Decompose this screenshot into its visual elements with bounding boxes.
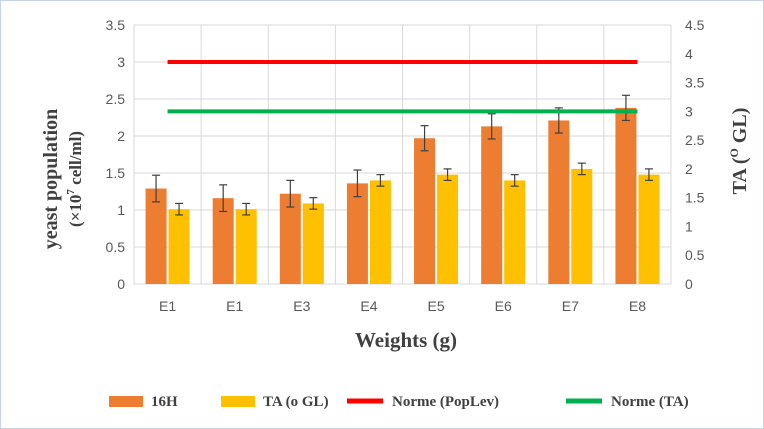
x-tick-label: E6 xyxy=(495,298,512,314)
bars xyxy=(145,94,660,285)
x-tick-label: E1 xyxy=(226,298,243,314)
y-left-tick-label: 1.5 xyxy=(106,165,126,181)
tick-labels: 0 0.5 1 1.5 2 2.5 3 3.5 0 0.5 1 1.5 2 2.5 3 3.5 4 4.5 E1 E1… xyxy=(106,17,705,314)
bar-ta xyxy=(638,174,660,284)
bar-16h xyxy=(615,107,637,284)
bar-16h xyxy=(212,198,234,284)
y-axis-right-title: TA (O GL) xyxy=(727,108,751,195)
legend-label-norme-ta: Norme (TA) xyxy=(611,394,689,410)
bar-16h xyxy=(279,193,301,284)
bar-ta xyxy=(437,174,459,284)
bar-ta xyxy=(504,180,526,284)
bar-ta xyxy=(235,209,257,284)
y-axis-left-title-unit: (×107 cell/ml) xyxy=(65,131,85,227)
bar-16h xyxy=(481,126,503,284)
bar-ta xyxy=(168,209,190,284)
y-left-tick-label: 0 xyxy=(117,276,125,292)
bar-16h xyxy=(346,183,368,284)
legend-label-16h: 16H xyxy=(151,394,178,410)
x-tick-label: E1 xyxy=(159,298,176,314)
legend: 16H TA (o GL) Norme (PopLev) Norme (TA) xyxy=(109,394,689,410)
bar-16h xyxy=(414,138,436,284)
legend-swatch-ta xyxy=(221,396,255,407)
y-left-tick-label: 1 xyxy=(117,202,125,218)
x-axis-title: Weights (g) xyxy=(355,328,457,352)
bar-16h xyxy=(145,188,167,284)
y-right-tick-label: 4.5 xyxy=(685,17,705,33)
bar-ta xyxy=(302,203,324,284)
bar-ta xyxy=(571,168,593,284)
y-left-tick-label: 0.5 xyxy=(106,239,126,255)
y-left-tick-label: 2.5 xyxy=(106,91,126,107)
x-tick-label: E5 xyxy=(428,298,445,314)
y-right-tick-label: 0.5 xyxy=(685,247,705,263)
y-right-tick-label: 4 xyxy=(685,46,693,62)
y-right-tick-label: 3 xyxy=(685,103,693,119)
x-tick-label: E8 xyxy=(629,298,646,314)
y-left-tick-label: 3.5 xyxy=(106,17,126,33)
legend-label-norme-poplev: Norme (PopLev) xyxy=(392,394,499,410)
legend-label-ta: TA (o GL) xyxy=(263,394,329,410)
y-left-tick-label: 2 xyxy=(117,128,125,144)
y-right-tick-label: 1.5 xyxy=(685,190,705,206)
y-right-tick-label: 2.5 xyxy=(685,132,705,148)
bar-16h xyxy=(548,120,570,285)
reference-lines xyxy=(167,60,638,114)
y-right-tick-label: 2 xyxy=(685,161,693,177)
y-right-tick-label: 1 xyxy=(685,218,693,234)
x-tick-label: E7 xyxy=(562,298,579,314)
y-left-tick-label: 3 xyxy=(117,54,125,70)
y-right-tick-label: 0 xyxy=(685,276,693,292)
x-tick-label: E4 xyxy=(360,298,377,314)
x-tick-label: E3 xyxy=(293,298,310,314)
bar-ta xyxy=(369,180,391,284)
y-axis-left-title: yeast population xyxy=(40,109,62,250)
legend-swatch-16h xyxy=(109,396,143,407)
y-right-tick-label: 3.5 xyxy=(685,75,705,91)
